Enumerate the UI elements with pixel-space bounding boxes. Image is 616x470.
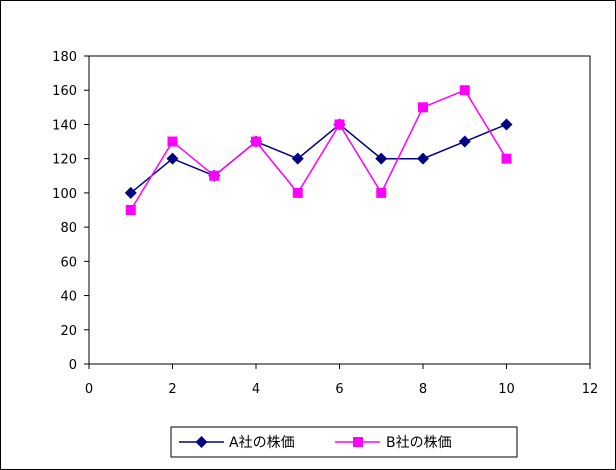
data-point-b: [209, 170, 220, 181]
data-point-a: [375, 152, 388, 165]
x-tick-label: 8: [419, 382, 427, 397]
data-point-b: [418, 102, 428, 113]
x-tick-label: 12: [582, 382, 599, 397]
x-tick-label: 10: [498, 382, 515, 397]
legend-label-b: B社の株価: [386, 435, 452, 451]
series-line-a: [130, 123, 507, 194]
legend-marker-b: [353, 437, 363, 447]
data-point-a: [417, 152, 429, 165]
data-point-b: [251, 136, 261, 147]
data-point-b: [292, 187, 303, 198]
plot-area: [88, 55, 591, 365]
y-tick-label: 40: [60, 290, 77, 305]
data-point-b: [376, 187, 387, 198]
y-tick-label: 120: [52, 153, 77, 168]
data-point-a: [458, 135, 471, 148]
data-point-a: [124, 186, 137, 199]
y-tick-label: 160: [52, 84, 77, 99]
y-tick-label: 20: [60, 324, 77, 339]
legend-marker-a: [195, 436, 208, 448]
y-tick-label: 0: [69, 358, 77, 373]
data-point-b: [459, 85, 470, 96]
data-point-b: [501, 153, 512, 164]
data-point-b: [334, 119, 345, 130]
y-tick-label: 180: [52, 50, 77, 65]
series-line-b: [130, 89, 508, 211]
y-tick-label: 100: [52, 187, 77, 202]
y-axis: 0 20 40 60 80 100 120 140 160 180: [52, 50, 89, 373]
x-tick-label: 2: [168, 382, 176, 397]
y-tick-label: 140: [52, 118, 77, 133]
data-point-b: [167, 136, 178, 147]
x-tick-label: 0: [85, 382, 93, 397]
data-point-b: [125, 205, 136, 215]
data-point-a: [166, 152, 179, 165]
y-tick-label: 80: [60, 221, 77, 236]
data-point-a: [500, 118, 513, 131]
x-tick-label: 6: [335, 382, 343, 397]
x-tick-label: 4: [252, 382, 260, 397]
x-axis: 0 2 4 6 8 10 12: [85, 364, 598, 397]
legend-label-a: A社の株価: [229, 435, 295, 451]
y-tick-label: 60: [60, 255, 77, 270]
data-point-a: [291, 152, 304, 165]
series-layer: [124, 85, 513, 215]
legend: A社の株価 B社の株価: [170, 426, 518, 458]
